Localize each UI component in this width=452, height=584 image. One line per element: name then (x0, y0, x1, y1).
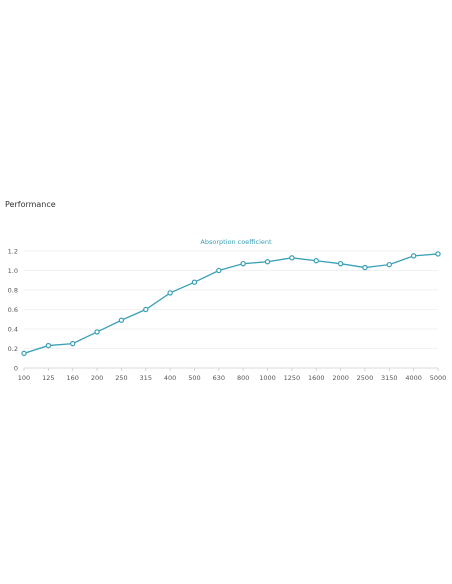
y-tick-label: 0.2 (8, 345, 18, 353)
x-tick-label: 800 (237, 374, 249, 382)
y-tick-label: 0.4 (8, 325, 18, 333)
y-tick-label: 0 (14, 364, 18, 372)
x-tick-label: 500 (188, 374, 200, 382)
data-point (21, 350, 27, 357)
x-tick-label: 1600 (308, 374, 325, 382)
data-point (143, 306, 149, 313)
x-tick-label: 200 (91, 374, 103, 382)
data-point (118, 317, 125, 323)
y-tick-label: 1.2 (8, 247, 18, 255)
x-tick-label: 2000 (332, 374, 349, 382)
x-tick-label: 250 (115, 374, 127, 382)
series-points (21, 251, 441, 357)
section-title: Performance (5, 200, 56, 209)
data-point (264, 259, 271, 265)
legend-label: Absorption coefficient (200, 238, 272, 246)
x-tick-label: 630 (213, 374, 225, 382)
data-point (289, 255, 295, 261)
data-point (240, 260, 246, 267)
x-axis-ticks: 100 125 160 200 250 315 400 500 630 800 1000 1250 16… (18, 368, 446, 382)
x-tick-label: 1250 (284, 374, 301, 382)
data-point (410, 253, 417, 259)
y-tick-label: 0.6 (8, 306, 18, 314)
x-tick-label: 4000 (405, 374, 422, 382)
data-point (337, 260, 344, 267)
x-tick-label: 160 (66, 374, 78, 382)
data-point (167, 290, 173, 296)
x-tick-label: 3150 (381, 374, 398, 382)
x-tick-label: 5000 (430, 374, 447, 382)
data-point (435, 251, 441, 257)
x-tick-label: 315 (140, 374, 152, 382)
x-tick-label: 2500 (357, 374, 374, 382)
x-tick-label: 100 (18, 374, 30, 382)
data-point (216, 267, 222, 274)
y-tick-label: 1.0 (8, 267, 18, 275)
grid-layer (24, 250, 438, 369)
x-tick-label: 400 (164, 374, 176, 382)
x-tick-label: 1000 (259, 374, 276, 382)
data-point (45, 342, 52, 349)
data-point (191, 279, 198, 285)
y-axis-ticks: 0 0.2 0.4 0.6 0.8 1.0 1.2 (8, 247, 18, 372)
x-tick-label: 125 (42, 374, 54, 382)
y-tick-label: 0.8 (8, 286, 18, 294)
series-line (23, 253, 439, 354)
data-point (94, 329, 100, 335)
data-point (386, 261, 392, 268)
data-point (362, 264, 368, 271)
data-point (313, 258, 319, 264)
data-point (70, 340, 76, 347)
